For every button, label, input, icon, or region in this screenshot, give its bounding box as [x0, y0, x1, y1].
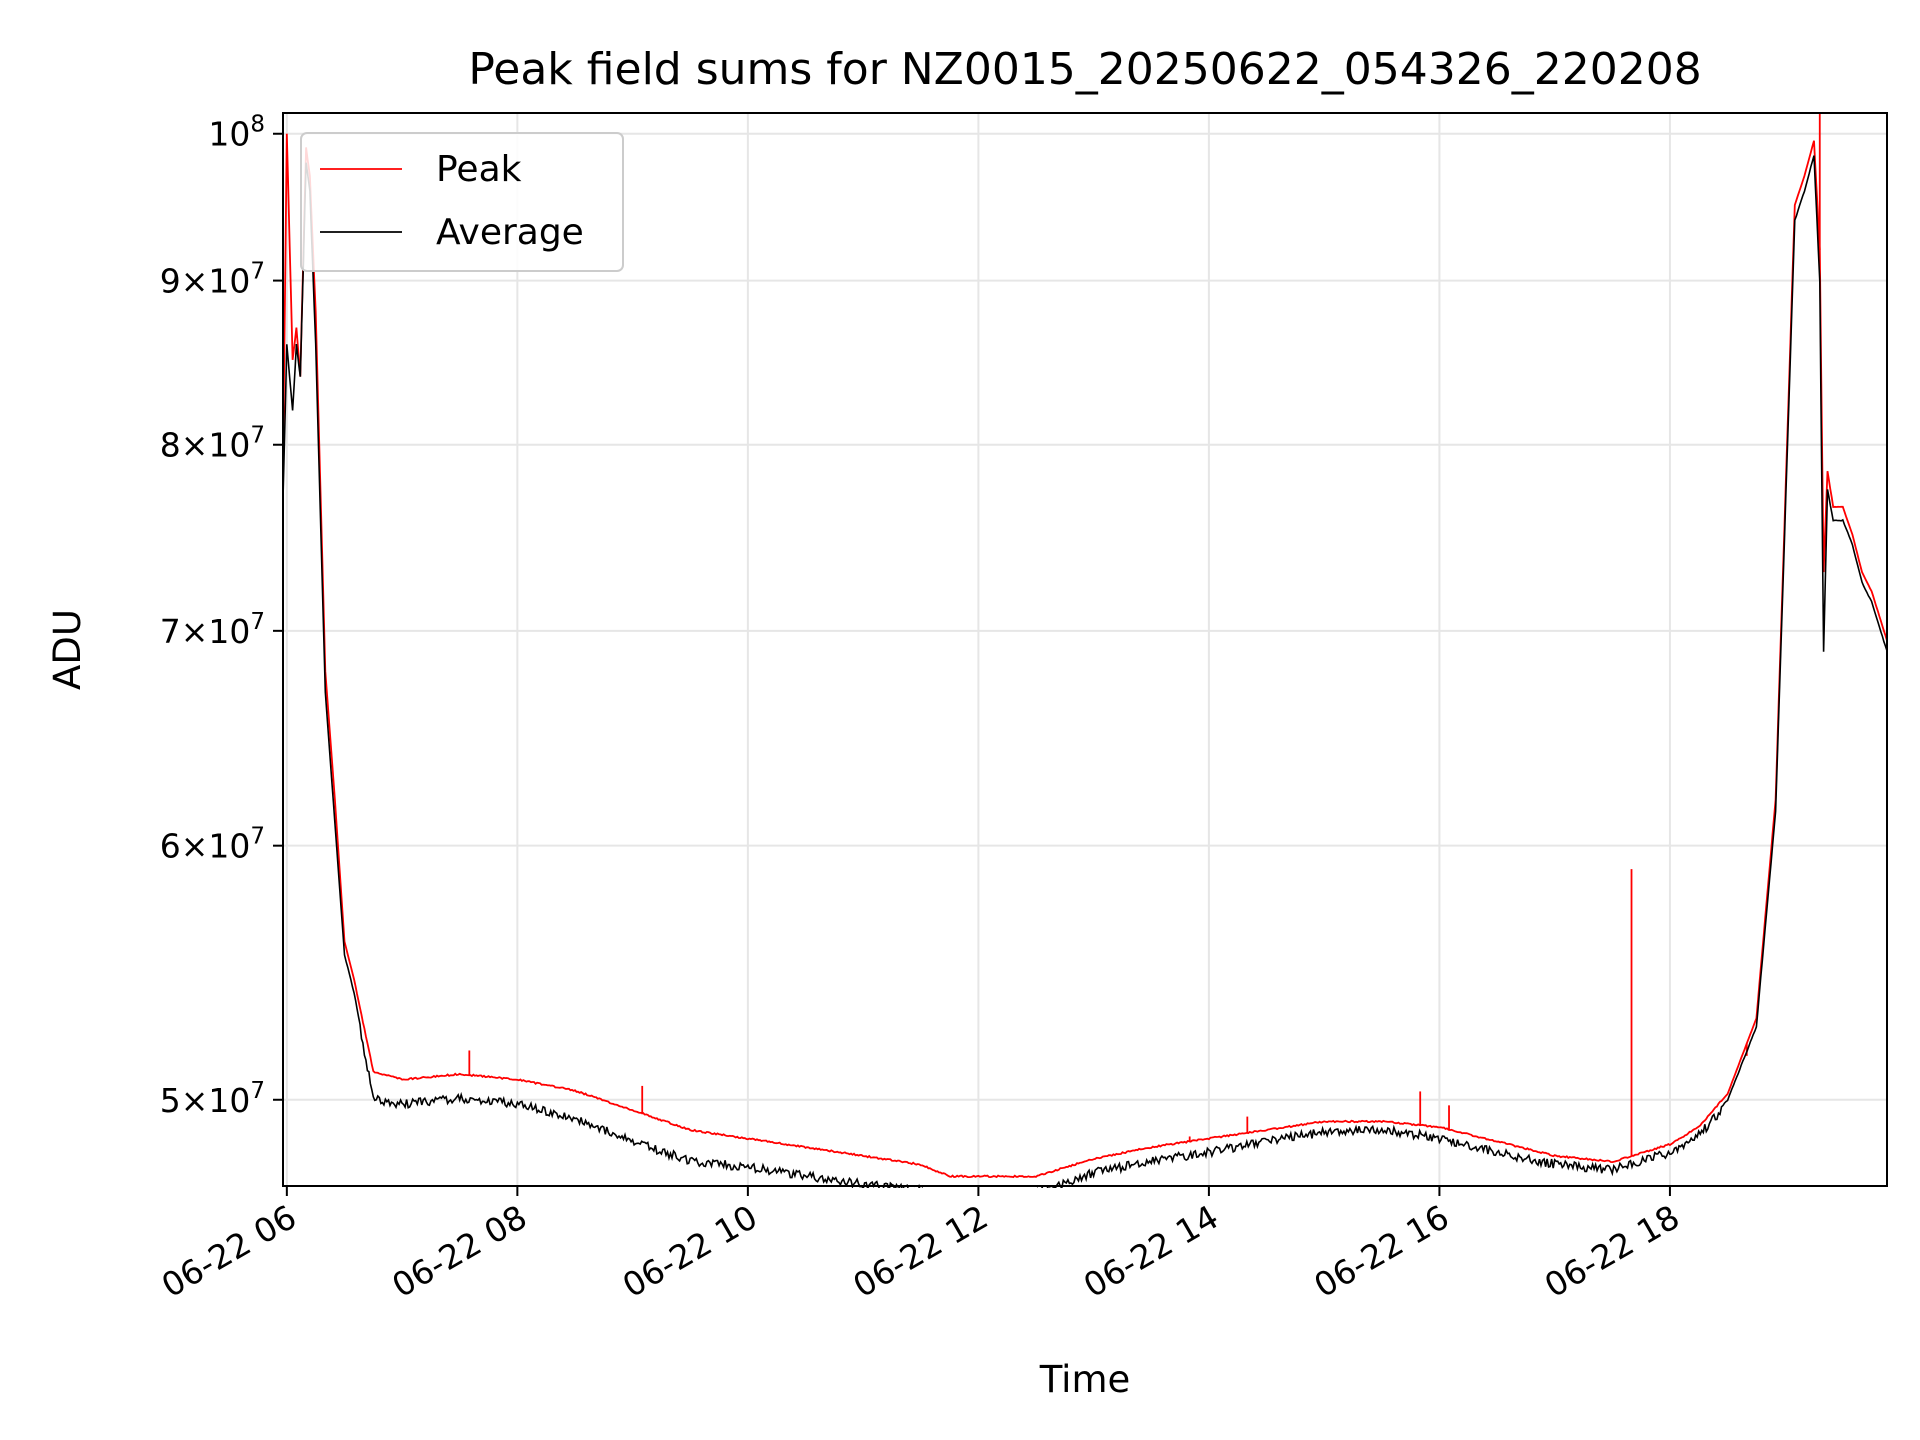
plot-area	[283, 113, 1887, 1188]
plot-frame	[282, 112, 1888, 1187]
y-tick-label: 6×107	[160, 824, 265, 866]
legend: Peak Average	[300, 132, 624, 272]
y-axis-label: ADU	[46, 609, 89, 690]
y-tick-label: 5×107	[160, 1078, 265, 1120]
y-tick-label: 108	[208, 112, 265, 154]
grid	[283, 113, 1887, 1186]
y-tick-label: 8×107	[160, 423, 265, 465]
y-tick-label: 9×107	[160, 259, 265, 301]
series-line-average	[283, 155, 1887, 1188]
series-line-peak	[283, 133, 1887, 1179]
legend-label-average: Average	[436, 212, 584, 253]
legend-label-peak: Peak	[436, 149, 522, 190]
y-tick-label: 7×107	[160, 609, 265, 651]
x-axis-label: Time	[1039, 1358, 1131, 1401]
y-axis: 5×107 6×107 7×107 8×107 9×107 108	[160, 112, 283, 1120]
chart-title: Peak field sums for NZ0015_20250622_0543…	[468, 44, 1701, 95]
legend-box	[300, 132, 624, 272]
